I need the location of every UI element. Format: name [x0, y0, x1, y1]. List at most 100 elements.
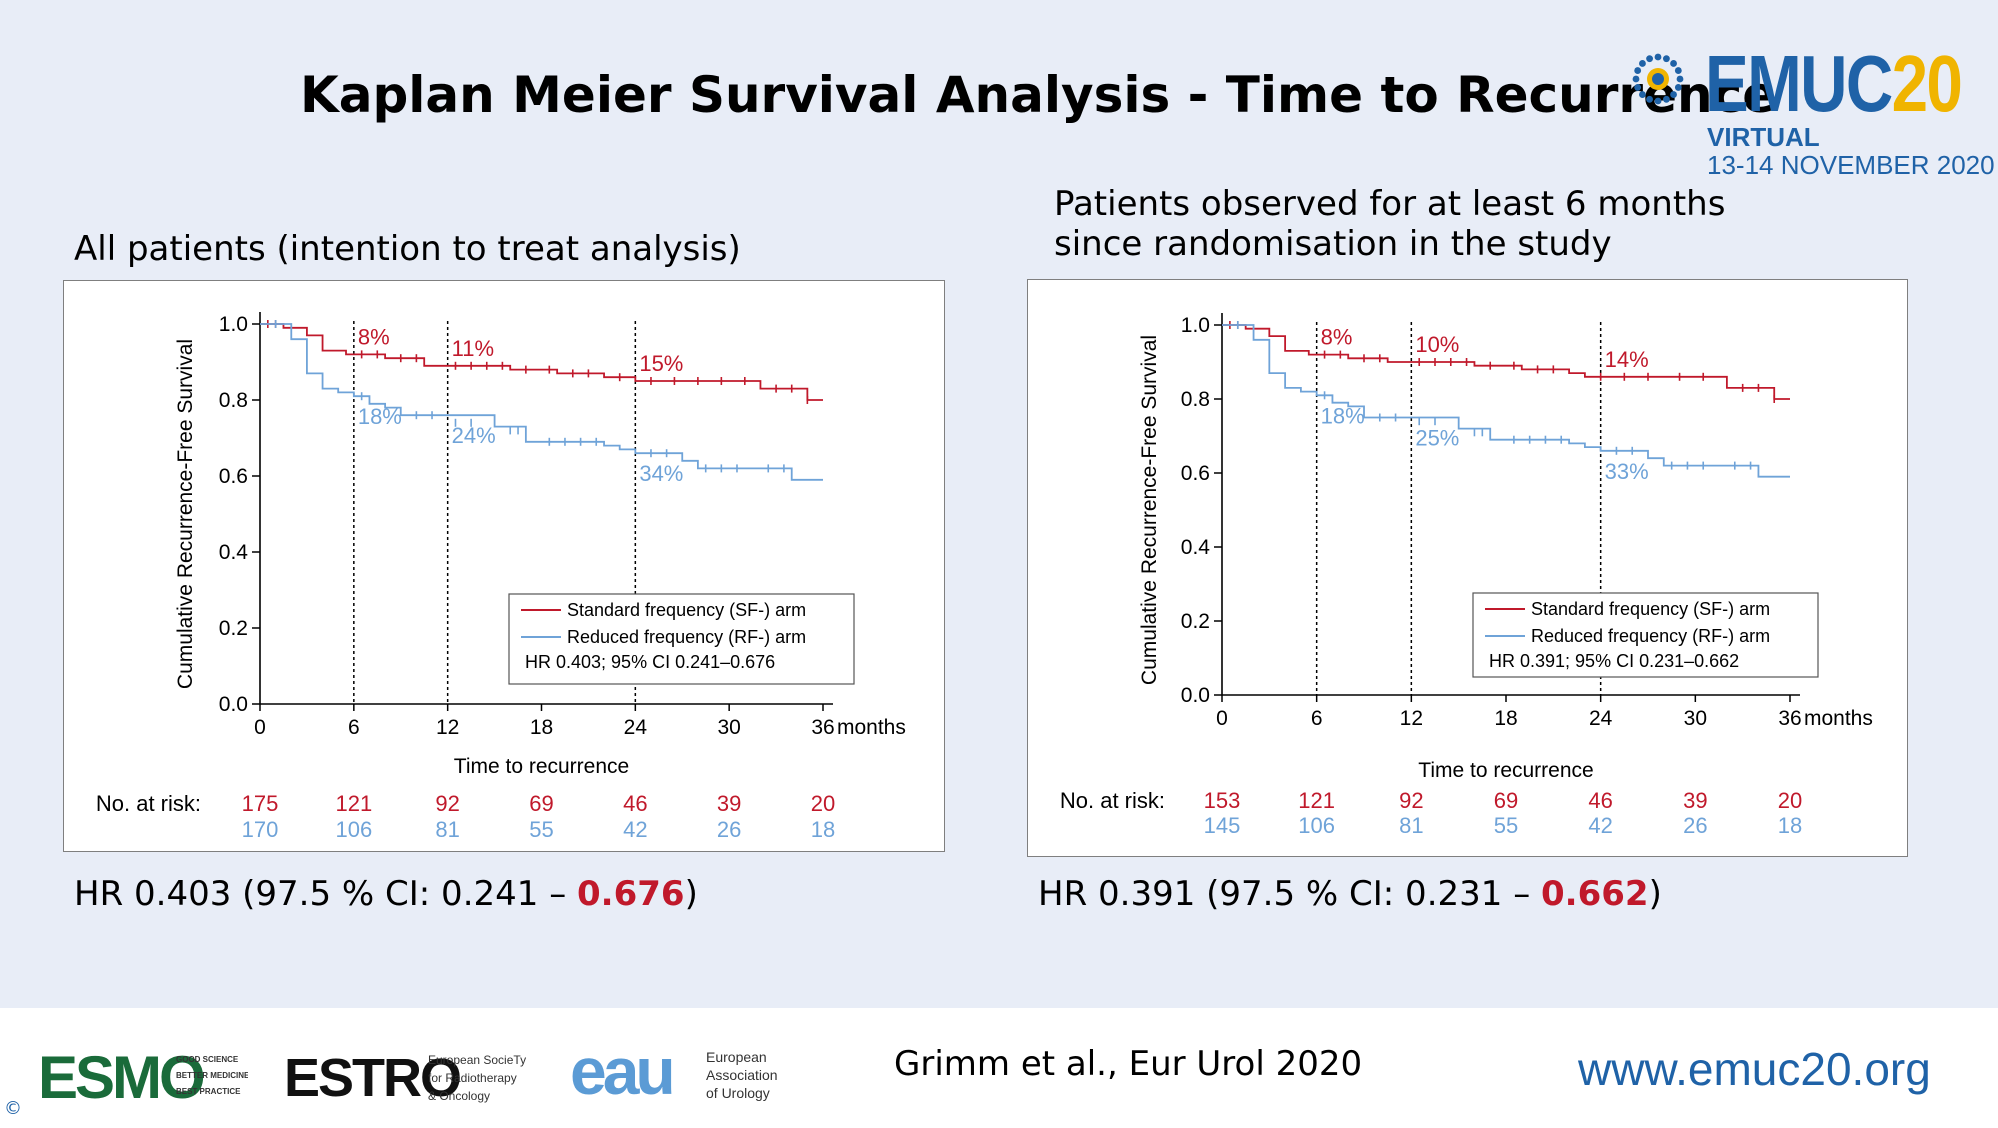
y-tick-label: 0.8: [1181, 388, 1210, 411]
sun-ray-dot: [1646, 55, 1653, 63]
svg-text:Association: Association: [706, 1067, 778, 1083]
legend-box: [1472, 592, 1819, 678]
slide-title: Kaplan Meier Survival Analysis - Time to…: [300, 66, 1777, 124]
copyright-icon: ©: [4, 1098, 22, 1119]
x-tick-label: 6: [348, 716, 360, 739]
at-risk-label: No. at risk:: [96, 791, 201, 816]
at-risk-value: 20: [1778, 788, 1802, 813]
y-tick-label: 0.8: [219, 389, 248, 412]
legend-box: [508, 593, 855, 685]
svg-text:eau: eau: [570, 1042, 672, 1106]
at-risk-value: 55: [1494, 813, 1518, 838]
at-risk-value: 39: [717, 791, 741, 816]
svg-text:for Radiotherapy: for Radiotherapy: [428, 1071, 517, 1085]
svg-text:BETTER MEDICINE: BETTER MEDICINE: [176, 1071, 248, 1080]
x-axis-label: Time to recurrence: [1418, 759, 1593, 782]
x-tick-label: 12: [436, 716, 459, 739]
website-link[interactable]: www.emuc20.org: [1578, 1043, 1931, 1095]
svg-text:ESTRO: ESTRO: [284, 1048, 460, 1106]
percent-annotation: 25%: [1415, 426, 1459, 451]
y-tick-label: 0.4: [219, 541, 249, 564]
y-tick-label: 1.0: [1181, 314, 1210, 337]
x-tick-label: 36: [1778, 707, 1801, 730]
x-tick-label: 0: [1216, 707, 1228, 730]
esmo-logo: ESMO GOOD SCIENCE BETTER MEDICINE BEST P…: [38, 1044, 248, 1106]
x-tick-label: 0: [254, 716, 266, 739]
at-risk-value: 26: [717, 817, 741, 842]
sun-ray-dot: [1674, 84, 1682, 91]
at-risk-value: 55: [529, 817, 553, 842]
at-risk-label: No. at risk:: [1060, 788, 1165, 813]
at-risk-value: 106: [1298, 813, 1335, 838]
x-tick-label: 30: [717, 716, 740, 739]
legend-entry: Standard frequency (SF-) arm: [1531, 599, 1770, 619]
left-chart-panel: 0.0 0.2 0.4 0.6 0.8 1.0 0 6 12 18 24 30 36 months Time…: [63, 280, 945, 852]
x-tick-label: 30: [1684, 707, 1707, 730]
sun-ray-dot: [1676, 75, 1684, 83]
emuc-logo: EMUC20 VIRTUAL 13-14 NOVEMBER 2020: [1625, 39, 1995, 184]
at-risk-value: 145: [1204, 813, 1241, 838]
x-tick-label: 36: [811, 716, 834, 739]
sun-ray-dot: [1663, 55, 1670, 63]
eau-logo: eau European Association of Urology: [570, 1042, 778, 1106]
sun-ray-dot: [1632, 75, 1640, 83]
sun-ray-dot: [1639, 60, 1646, 67]
y-tick-label: 1.0: [219, 313, 248, 336]
x-tick-label: 12: [1400, 707, 1423, 730]
at-risk-value: 121: [335, 791, 372, 816]
sun-ray-dot: [1654, 97, 1662, 105]
y-axis-label: Cumulative Recurrence-Free Survival: [1138, 335, 1161, 685]
footer-bar: ESMO GOOD SCIENCE BETTER MEDICINE BEST P…: [0, 1008, 1998, 1128]
at-risk-value: 20: [811, 791, 835, 816]
sun-ray-dot: [1663, 95, 1670, 103]
percent-annotation: 8%: [358, 324, 390, 349]
left-panel-subtitle: All patients (intention to treat analysi…: [74, 229, 741, 269]
at-risk-value: 69: [1494, 788, 1518, 813]
at-risk-value: 18: [1778, 813, 1802, 838]
x-tick-label: 24: [1589, 707, 1613, 730]
y-tick-label: 0.4: [1181, 536, 1211, 559]
x-tick-label: 18: [530, 716, 553, 739]
legend-entry: Reduced frequency (RF-) arm: [1531, 626, 1770, 646]
sun-ray-dot: [1639, 91, 1646, 98]
legend-stats: HR 0.403; 95% CI 0.241–0.676: [525, 652, 775, 672]
y-tick-label: 0.6: [219, 465, 248, 488]
series-line-sf: [1222, 324, 1790, 400]
at-risk-value: 170: [242, 817, 279, 842]
sun-ray-dot: [1674, 67, 1682, 74]
right-hr-text: HR 0.391 (97.5 % CI: 0.231 – 0.662): [1038, 874, 1662, 914]
svg-text:& Oncology: & Oncology: [428, 1089, 490, 1103]
left-km-chart: 0.0 0.2 0.4 0.6 0.8 1.0 0 6 12 18 24 30 36 months Time…: [96, 312, 906, 842]
sun-ray-dot: [1670, 60, 1677, 67]
sun-ray-dot: [1670, 91, 1677, 98]
y-tick-label: 0.0: [1181, 684, 1210, 707]
x-unit-label: months: [1804, 707, 1873, 730]
left-hr-text: HR 0.403 (97.5 % CI: 0.241 – 0.676): [74, 874, 698, 914]
citation: Grimm et al., Eur Urol 2020: [894, 1044, 1363, 1084]
x-unit-label: months: [837, 716, 906, 739]
at-risk-value: 121: [1298, 788, 1335, 813]
sun-ray-dot: [1634, 84, 1642, 91]
percent-annotation: 18%: [1321, 403, 1365, 428]
legend-stats: HR 0.391; 95% CI 0.231–0.662: [1489, 651, 1739, 671]
y-axis-label: Cumulative Recurrence-Free Survival: [174, 339, 197, 689]
sun-ray-dot: [1634, 67, 1642, 74]
at-risk-value: 106: [335, 817, 372, 842]
y-tick-label: 0.0: [219, 693, 248, 716]
percent-annotation: 15%: [639, 351, 683, 376]
percent-annotation: 11%: [452, 336, 494, 361]
x-axis-label: Time to recurrence: [454, 755, 629, 778]
emuc-wordmark: EMUC20: [1705, 39, 1963, 128]
emuc-sun-icon: [1632, 53, 1684, 105]
right-panel-subtitle: Patients observed for at least 6 months …: [1054, 184, 1726, 264]
svg-text:BEST PRACTICE: BEST PRACTICE: [176, 1087, 241, 1096]
series-line-sf: [260, 323, 823, 401]
svg-text:ESMO: ESMO: [38, 1044, 204, 1106]
svg-text:GOOD SCIENCE: GOOD SCIENCE: [176, 1055, 239, 1064]
emuc-virtual: VIRTUAL: [1707, 122, 1820, 152]
y-tick-label: 0.2: [219, 617, 248, 640]
at-risk-value: 46: [1588, 788, 1612, 813]
at-risk-value: 92: [435, 791, 459, 816]
at-risk-value: 42: [623, 817, 647, 842]
at-risk-value: 46: [623, 791, 647, 816]
